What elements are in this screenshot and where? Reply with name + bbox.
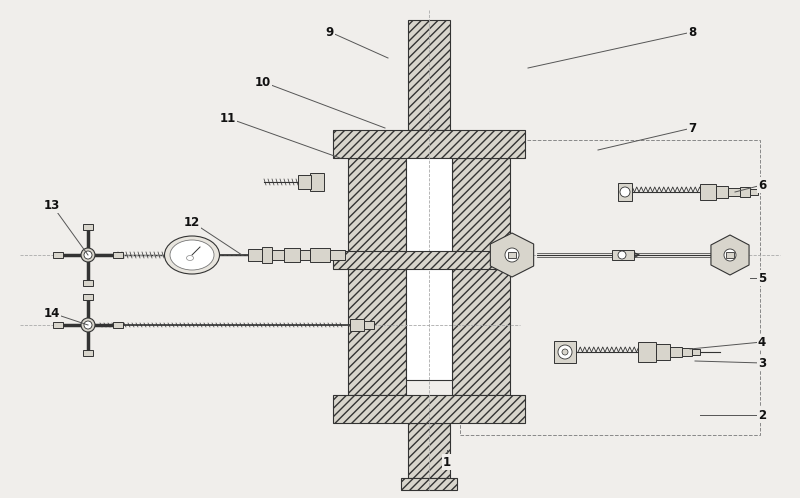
Text: 6: 6 xyxy=(758,178,766,192)
Bar xyxy=(348,158,406,395)
Bar xyxy=(83,224,93,230)
Bar xyxy=(53,252,63,258)
Circle shape xyxy=(618,251,626,259)
Bar xyxy=(300,250,310,260)
Text: 14: 14 xyxy=(44,306,60,320)
Polygon shape xyxy=(490,233,534,277)
Text: 2: 2 xyxy=(758,408,766,421)
Bar xyxy=(83,294,93,300)
Bar xyxy=(716,186,728,198)
Bar xyxy=(262,247,272,263)
Bar xyxy=(726,252,734,258)
Circle shape xyxy=(724,249,736,261)
Bar xyxy=(408,423,450,478)
Text: 3: 3 xyxy=(758,357,766,370)
Bar xyxy=(53,322,63,328)
Bar xyxy=(740,187,750,197)
Bar xyxy=(452,158,510,395)
Text: 10: 10 xyxy=(255,76,271,89)
Bar xyxy=(333,395,525,423)
Circle shape xyxy=(81,248,95,262)
Bar xyxy=(406,268,452,380)
Bar xyxy=(401,478,457,490)
Circle shape xyxy=(558,345,572,359)
Text: 9: 9 xyxy=(326,25,334,38)
Bar xyxy=(113,252,123,258)
Bar xyxy=(333,251,525,269)
Bar xyxy=(333,130,525,158)
Text: 13: 13 xyxy=(44,199,60,212)
Bar xyxy=(310,173,324,191)
Circle shape xyxy=(81,318,95,332)
Text: 11: 11 xyxy=(220,112,236,124)
Bar xyxy=(298,175,311,189)
Text: 12: 12 xyxy=(184,216,200,229)
Ellipse shape xyxy=(165,236,219,274)
Bar xyxy=(656,344,670,360)
Ellipse shape xyxy=(186,255,194,260)
Circle shape xyxy=(84,251,92,259)
Text: 4: 4 xyxy=(758,336,766,349)
Bar xyxy=(682,348,692,356)
Circle shape xyxy=(620,187,630,197)
Bar xyxy=(284,248,300,262)
Bar xyxy=(248,249,262,261)
Bar xyxy=(700,184,716,200)
Bar xyxy=(508,252,516,258)
Bar xyxy=(670,347,682,357)
Bar xyxy=(364,321,374,329)
Bar xyxy=(728,188,740,196)
Circle shape xyxy=(505,248,519,262)
Circle shape xyxy=(562,349,568,355)
Bar xyxy=(612,250,634,260)
Bar xyxy=(750,189,758,195)
Bar xyxy=(310,248,330,262)
Bar xyxy=(272,250,284,260)
Bar xyxy=(83,280,93,286)
Text: 1: 1 xyxy=(443,456,451,469)
Bar xyxy=(113,322,123,328)
Polygon shape xyxy=(711,235,749,275)
Text: 8: 8 xyxy=(688,25,696,38)
Bar xyxy=(83,350,93,356)
Bar xyxy=(554,341,576,363)
Bar xyxy=(618,183,632,201)
Bar xyxy=(406,158,452,253)
Bar xyxy=(350,319,364,331)
Text: 5: 5 xyxy=(758,271,766,284)
Circle shape xyxy=(84,321,92,329)
Text: 7: 7 xyxy=(688,122,696,134)
Bar xyxy=(638,342,656,362)
Bar xyxy=(692,349,700,355)
Ellipse shape xyxy=(170,240,214,270)
Bar xyxy=(330,250,345,260)
Bar xyxy=(460,140,760,435)
Bar xyxy=(408,20,450,130)
